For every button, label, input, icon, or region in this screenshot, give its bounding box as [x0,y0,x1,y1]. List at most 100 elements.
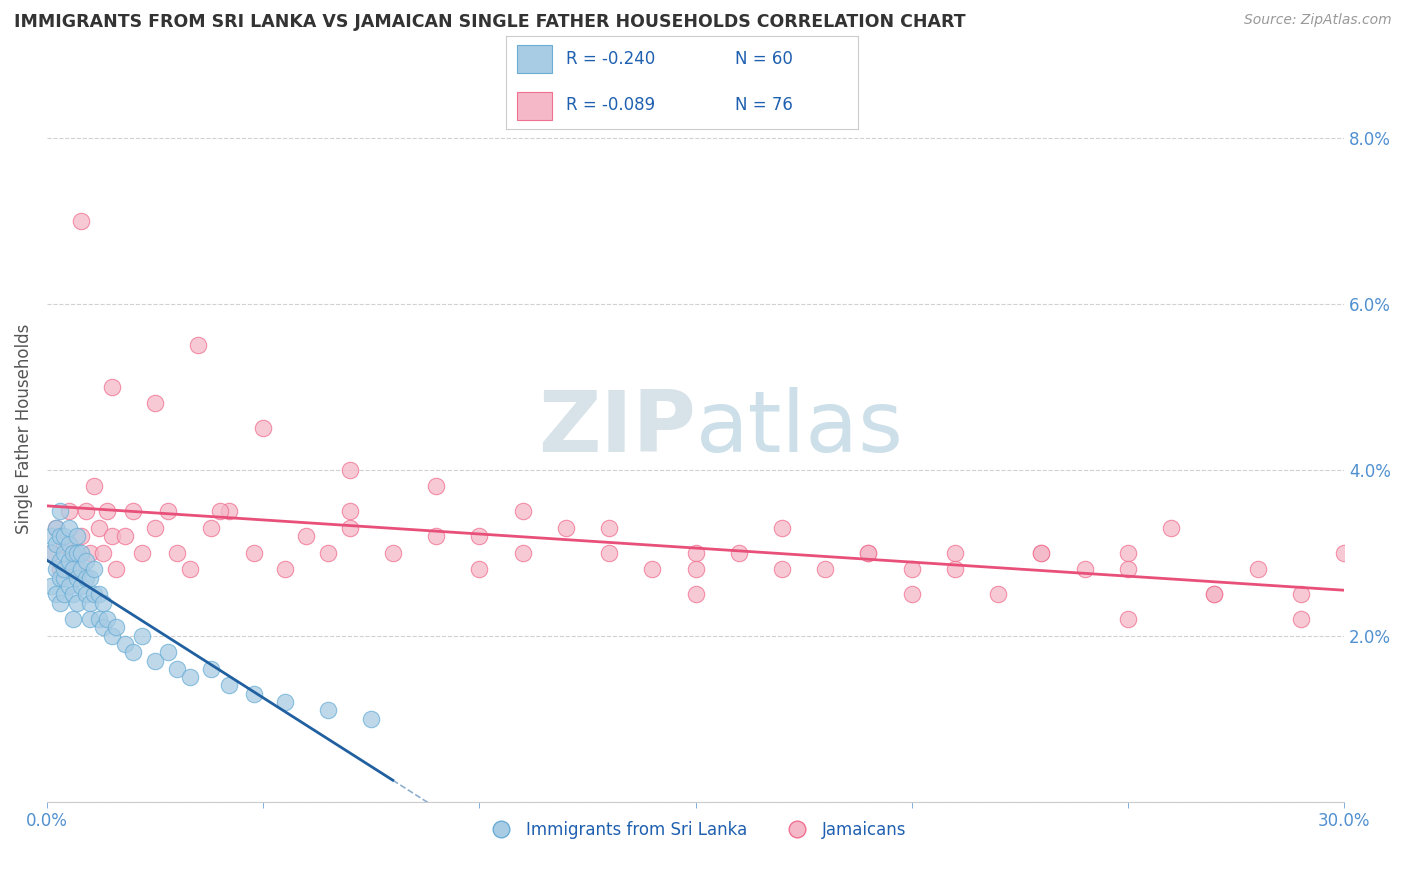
Point [187,338,209,352]
Point [1116,562,1139,576]
Point [75,554,97,568]
Point [39,529,62,543]
Point [70,562,93,576]
Point [58,554,80,568]
Point [512,504,534,518]
Point [179,670,201,684]
Point [49,504,72,518]
Point [39,579,62,593]
Point [91,595,114,609]
Point [1289,612,1312,626]
Point [131,629,153,643]
Point [1160,521,1182,535]
Point [274,562,297,576]
Point [156,645,179,659]
Text: R = -0.240: R = -0.240 [565,50,655,68]
Point [381,546,404,560]
Point [179,562,201,576]
Point [252,421,274,435]
Point [75,587,97,601]
Point [858,546,880,560]
Point [45,521,67,535]
Point [79,571,101,585]
Point [58,521,80,535]
Point [122,645,145,659]
Point [685,562,707,576]
Text: Source: ZipAtlas.com: Source: ZipAtlas.com [1244,13,1392,28]
Point [62,546,84,560]
Point [75,571,97,585]
Point [83,562,105,576]
Point [105,620,128,634]
Point [53,546,76,560]
Point [58,504,80,518]
Point [87,612,110,626]
Point [685,546,707,560]
Point [53,571,76,585]
Point [512,546,534,560]
Point [39,546,62,560]
Point [900,562,922,576]
Point [87,521,110,535]
Point [143,396,166,410]
Point [45,521,67,535]
Point [274,695,297,709]
Point [554,521,576,535]
Point [66,546,89,560]
Point [339,463,361,477]
Point [62,546,84,560]
Point [770,562,793,576]
Text: atlas: atlas [696,387,904,470]
Point [49,595,72,609]
Point [316,703,339,717]
Point [166,546,188,560]
Point [62,562,84,576]
Point [316,546,339,560]
Point [468,562,491,576]
Point [66,571,89,585]
Y-axis label: Single Father Households: Single Father Households [15,323,32,533]
Point [200,662,222,676]
Point [858,546,880,560]
Point [53,529,76,543]
Point [1116,546,1139,560]
Point [49,571,72,585]
Point [58,579,80,593]
Point [425,529,447,543]
Point [166,662,188,676]
Point [218,504,240,518]
Point [96,612,118,626]
Point [91,620,114,634]
Point [243,687,266,701]
Point [62,612,84,626]
Point [1031,546,1053,560]
Point [79,595,101,609]
Point [45,587,67,601]
Point [87,587,110,601]
Point [1073,562,1095,576]
Text: IMMIGRANTS FROM SRI LANKA VS JAMAICAN SINGLE FATHER HOUSEHOLDS CORRELATION CHART: IMMIGRANTS FROM SRI LANKA VS JAMAICAN SI… [14,13,966,31]
Point [49,554,72,568]
Point [987,587,1010,601]
Point [45,562,67,576]
FancyBboxPatch shape [517,92,551,120]
Point [75,504,97,518]
Point [770,521,793,535]
Point [96,504,118,518]
Point [105,562,128,576]
Point [53,587,76,601]
Point [83,479,105,493]
Point [1333,546,1355,560]
Point [58,537,80,551]
Point [900,587,922,601]
Point [425,479,447,493]
Point [143,654,166,668]
Point [49,529,72,543]
Point [100,629,122,643]
Point [727,546,749,560]
Legend: Immigrants from Sri Lanka, Jamaicans: Immigrants from Sri Lanka, Jamaicans [478,814,914,846]
Point [218,678,240,692]
Point [70,529,93,543]
Point [53,562,76,576]
Point [66,529,89,543]
